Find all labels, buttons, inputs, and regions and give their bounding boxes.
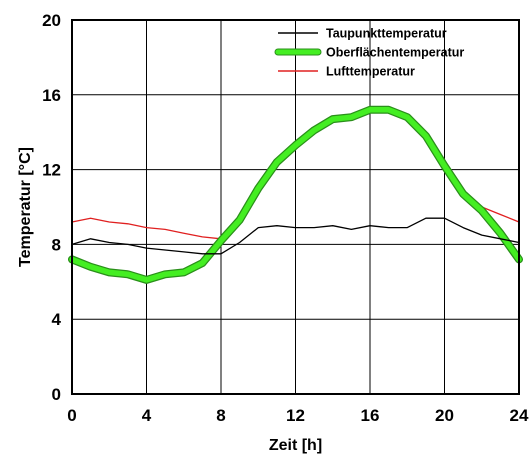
y-axis-title: Temperatur [°C]	[17, 147, 34, 267]
grid-lines	[72, 20, 519, 394]
x-tick-label: 0	[67, 406, 76, 425]
legend-label: Taupunkttemperatur	[326, 27, 447, 41]
x-tick-label: 20	[435, 406, 454, 425]
x-tick-label: 8	[216, 406, 225, 425]
legend: Taupunkttemperatur Oberflächentemperatur L…	[274, 27, 464, 79]
x-tick-label: 24	[510, 406, 529, 425]
y-tick-labels: 0 4 8 12 16 20	[42, 11, 61, 404]
y-tick-label: 0	[52, 385, 61, 404]
x-tick-label: 12	[286, 406, 305, 425]
series-line-taupunkttemperatur	[71, 217, 520, 255]
x-tick-label: 4	[142, 406, 152, 425]
x-axis-title: Zeit [h]	[269, 437, 322, 454]
plot-frame	[71, 19, 520, 395]
legend-label: Lufttemperatur	[326, 65, 415, 79]
y-tick-label: 4	[52, 310, 62, 329]
y-tick-label: 12	[42, 161, 61, 180]
legend-label: Oberflächentemperatur	[326, 46, 464, 60]
y-tick-label: 8	[52, 235, 61, 254]
series-line-oberflchentemperatur	[69, 107, 522, 283]
y-tick-label: 20	[42, 11, 61, 30]
x-tick-labels: 0 4 8 12 16 20 24	[67, 406, 529, 425]
y-tick-label: 16	[42, 86, 61, 105]
series-layer	[68, 105, 523, 284]
x-tick-label: 16	[361, 406, 380, 425]
